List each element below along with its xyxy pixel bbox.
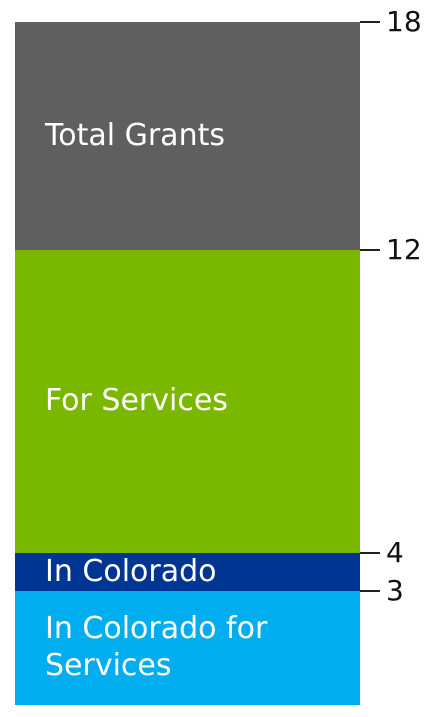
tick-mark <box>360 590 380 593</box>
bar-segment: Total Grants <box>15 22 360 250</box>
y-tick-label: 4 <box>386 536 404 570</box>
tick-mark <box>360 21 380 23</box>
segment-label: Total Grants <box>45 117 225 153</box>
tick-mark <box>360 552 380 555</box>
segment-label: For Services <box>45 383 228 419</box>
tick-mark <box>360 248 380 251</box>
segment-label: In Colorado for Services <box>45 611 268 684</box>
y-tick-label: 18 <box>386 5 422 38</box>
bar-segment: For Services <box>15 249 360 554</box>
bar-segment: In Colorado for Services <box>15 591 360 705</box>
segment-label: In Colorado <box>45 553 217 589</box>
y-tick-label: 3 <box>386 574 404 608</box>
bar-segment: In Colorado <box>15 553 360 592</box>
y-tick-label: 12 <box>386 232 422 266</box>
